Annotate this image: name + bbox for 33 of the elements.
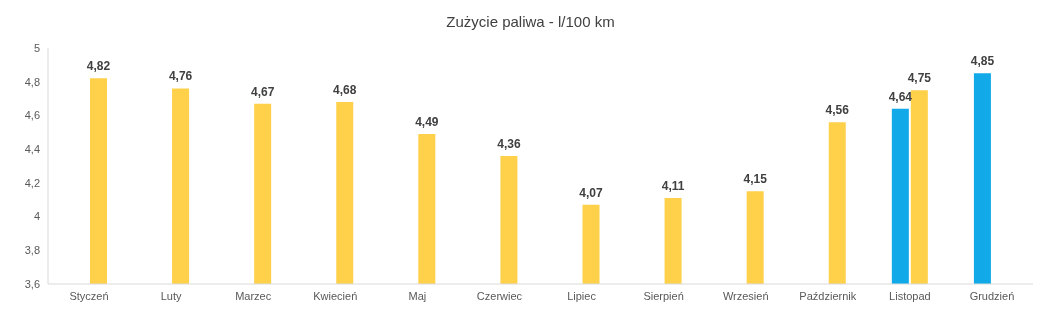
x-tick-label: Styczeń: [69, 289, 109, 302]
data-label: 4,67: [250, 84, 275, 99]
data-label: 4,68: [333, 82, 357, 97]
y-tick-label: 3,6: [24, 277, 40, 290]
y-tick-label: 4,8: [24, 75, 40, 88]
x-tick-label: Marzec: [235, 289, 272, 302]
x-tick-label: Kwiecień: [313, 289, 358, 302]
data-label: 4,15: [743, 172, 768, 187]
y-tick-label: 4,2: [24, 176, 40, 189]
x-tick-label: Grudzień: [969, 289, 1015, 302]
x-tick-label: Luty: [160, 289, 183, 302]
x-tick-label: Czerwiec: [476, 289, 523, 302]
data-label: 4,75: [907, 71, 932, 86]
data-label: 4,85: [970, 54, 995, 69]
y-tick-label: 5: [33, 41, 40, 54]
y-tick-label: 4: [33, 210, 40, 223]
y-tick-label: 4,6: [24, 109, 40, 122]
data-label: 4,56: [825, 103, 850, 118]
data-label: 4,07: [579, 185, 603, 200]
y-tick-label: 4,4: [24, 143, 40, 156]
x-tick-label: Październik: [799, 289, 857, 302]
chart-title: Zużycie paliwa - l/100 km: [445, 12, 616, 32]
data-label: 4,76: [168, 69, 193, 84]
data-label: 4,82: [86, 59, 111, 74]
x-tick-label: Lipiec: [567, 289, 597, 302]
data-label: 4,49: [415, 114, 439, 129]
x-tick-label: Wrzesień: [722, 289, 769, 302]
x-tick-label: Sierpień: [643, 289, 684, 302]
x-tick-label: Maj: [408, 289, 427, 302]
data-label: 4,36: [497, 136, 521, 151]
y-tick-label: 3,8: [24, 244, 40, 257]
data-label: 4,11: [661, 179, 685, 194]
x-tick-label: Listopad: [889, 289, 931, 302]
